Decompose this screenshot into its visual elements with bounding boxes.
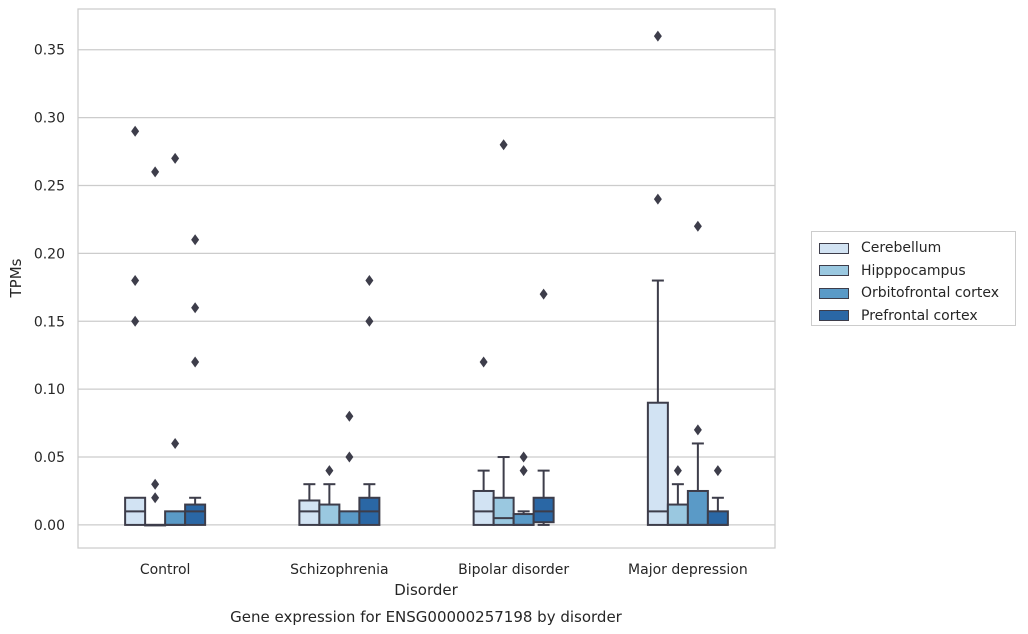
box-3-4 xyxy=(532,288,555,526)
y-tick-label: 0.20 xyxy=(34,246,65,262)
legend-label: Cerebellum xyxy=(861,240,942,257)
legend-swatch xyxy=(819,242,849,254)
box-iqr xyxy=(686,489,709,526)
outlier-point xyxy=(191,234,200,246)
box-4-3 xyxy=(686,220,709,526)
box-iqr xyxy=(472,489,495,526)
box-1-2 xyxy=(144,166,167,527)
box-iqr xyxy=(532,496,555,524)
legend-item-hippocampus: Hipppocampus xyxy=(818,260,1009,283)
x-tick-label: Bipolar disorder xyxy=(458,562,569,578)
legend-label: Prefrontal cortex xyxy=(861,307,978,324)
outlier-point xyxy=(171,152,180,164)
y-tick-label: 0.10 xyxy=(34,382,65,398)
y-tick-label: 0.15 xyxy=(34,314,65,330)
legend-item-orbitofrontal-cortex: Orbitofrontal cortex xyxy=(818,282,1009,305)
y-tick-label: 0.25 xyxy=(34,178,65,194)
box-iqr xyxy=(666,503,689,526)
outlier-point xyxy=(151,492,160,504)
outlier-point xyxy=(653,30,662,42)
box-4-2 xyxy=(666,465,689,526)
legend-label: Hipppocampus xyxy=(861,262,966,279)
box-iqr xyxy=(492,496,515,526)
box-3-2 xyxy=(492,139,515,526)
box-iqr xyxy=(318,503,341,526)
outlier-point xyxy=(653,193,662,205)
y-tick-label: 0.00 xyxy=(34,518,65,534)
box-2-2 xyxy=(318,465,341,526)
box-iqr xyxy=(646,401,669,526)
box-4-1 xyxy=(646,30,669,526)
box-iqr xyxy=(512,513,535,526)
box-iqr xyxy=(338,510,361,526)
y-tick-label: 0.05 xyxy=(34,450,65,466)
y-axis-label: TPMs xyxy=(7,258,25,298)
outlier-point xyxy=(693,424,702,436)
outlier-point xyxy=(479,356,488,368)
outlier-point xyxy=(519,465,528,477)
box-3-3 xyxy=(512,451,535,526)
outlier-point xyxy=(365,275,374,287)
outlier-point xyxy=(151,166,160,178)
y-tick-labels: 0.00 0.05 0.10 0.15 0.20 0.25 0.30 0.35 xyxy=(34,43,65,534)
box-iqr xyxy=(706,510,729,526)
boxes xyxy=(124,30,729,527)
outlier-point xyxy=(131,315,140,327)
legend-swatch xyxy=(819,265,849,277)
outlier-point xyxy=(713,465,722,477)
outlier-point xyxy=(539,288,548,300)
x-axis-label: Disorder xyxy=(394,581,458,599)
plot-frame xyxy=(77,8,776,549)
legend-swatch xyxy=(819,310,849,322)
legend-label: Orbitofrontal cortex xyxy=(861,285,999,302)
chart-caption: Gene expression for ENSG00000257198 by d… xyxy=(230,608,623,626)
outlier-point xyxy=(365,315,374,327)
outlier-point xyxy=(499,139,508,151)
box-3-1 xyxy=(472,356,495,526)
box-1-3 xyxy=(164,152,187,526)
outlier-point xyxy=(345,410,354,422)
x-tick-label: Control xyxy=(140,562,191,578)
legend-item-cerebellum: Cerebellum xyxy=(818,237,1009,260)
box-2-4 xyxy=(358,275,381,526)
box-4-4 xyxy=(706,465,729,526)
outlier-point xyxy=(693,220,702,232)
box-1-1 xyxy=(124,125,147,526)
outlier-point xyxy=(673,465,682,477)
x-tick-label: Major depression xyxy=(628,562,748,578)
outlier-point xyxy=(191,356,200,368)
outlier-point xyxy=(345,451,354,463)
legend: Cerebellum Hipppocampus Orbitofrontal co… xyxy=(811,231,1016,326)
box-iqr xyxy=(184,503,207,526)
outlier-point xyxy=(325,465,334,477)
box-iqr xyxy=(298,499,321,526)
box-2-1 xyxy=(298,483,321,526)
box-2-3 xyxy=(338,410,361,526)
box-1-4 xyxy=(184,234,207,526)
outlier-point xyxy=(131,275,140,287)
box-iqr xyxy=(164,510,187,526)
outlier-point xyxy=(131,125,140,137)
legend-item-prefrontal-cortex: Prefrontal cortex xyxy=(818,305,1009,328)
outlier-point xyxy=(171,437,180,449)
y-tick-label: 0.35 xyxy=(34,43,65,59)
x-tick-labels: Control Schizophrenia Bipolar disorder Majo… xyxy=(140,562,748,578)
x-tick-label: Schizophrenia xyxy=(290,562,388,578)
outlier-point xyxy=(151,478,160,490)
outlier-point xyxy=(191,302,200,314)
legend-swatch xyxy=(819,287,849,299)
grid xyxy=(78,49,775,526)
y-tick-label: 0.30 xyxy=(34,111,65,127)
outlier-point xyxy=(519,451,528,463)
